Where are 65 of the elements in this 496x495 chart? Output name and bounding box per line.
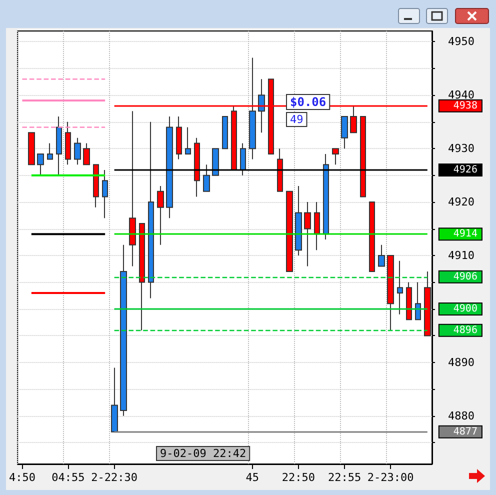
candlestick bbox=[406, 282, 412, 320]
candlestick bbox=[295, 186, 302, 256]
candlestick bbox=[341, 116, 348, 150]
annotation: 49 bbox=[290, 113, 304, 126]
candlestick bbox=[139, 222, 145, 331]
y-tick-label: 4880 bbox=[448, 409, 474, 422]
candlestick bbox=[397, 260, 403, 315]
candlestick bbox=[203, 164, 210, 192]
ref-line-label: 4877 bbox=[453, 426, 478, 438]
candlestick bbox=[332, 148, 339, 166]
candlestick bbox=[47, 142, 53, 160]
candlestick bbox=[212, 148, 219, 176]
candlestick bbox=[194, 137, 200, 198]
y-tick-label: 4950 bbox=[448, 35, 474, 48]
y-tick-label: 4920 bbox=[448, 196, 474, 209]
candlestick bbox=[129, 110, 136, 267]
candlestick bbox=[102, 169, 108, 219]
ref-line-label: 4896 bbox=[453, 324, 478, 336]
x-tick-label: 2-22:30 bbox=[91, 471, 138, 484]
y-tick-label: 4910 bbox=[448, 249, 474, 262]
candlestick bbox=[424, 271, 431, 336]
ref-line-label: 4900 bbox=[453, 303, 478, 314]
y-tick-label: 4930 bbox=[448, 142, 474, 156]
ref-line-label: 4914 bbox=[453, 228, 478, 240]
candlestick bbox=[286, 190, 293, 272]
x-tick-label: 4:50 bbox=[8, 471, 36, 484]
candlestick bbox=[157, 186, 164, 246]
candlestick bbox=[176, 116, 182, 160]
y-tick-label: 4890 bbox=[448, 356, 474, 369]
ref-line-label: 4938 bbox=[453, 100, 478, 112]
y-tick-label: 4940 bbox=[448, 88, 474, 102]
candlestick bbox=[314, 202, 320, 251]
x-tick-label: 45 bbox=[246, 471, 260, 484]
candlestick bbox=[37, 153, 44, 176]
annotation: 9-02-09 22:42 bbox=[160, 447, 246, 460]
x-tick-label: 22:55 bbox=[328, 471, 362, 484]
candlestick bbox=[240, 142, 246, 176]
candlestick bbox=[65, 121, 71, 166]
candlestick bbox=[28, 132, 35, 166]
candlestick bbox=[323, 153, 329, 240]
candlestick bbox=[258, 78, 265, 134]
candlestick bbox=[166, 116, 173, 219]
x-tick-label: 2-23:00 bbox=[367, 471, 414, 484]
candlestick bbox=[148, 121, 154, 299]
ref-line-label: 4906 bbox=[453, 271, 478, 282]
candlestick bbox=[83, 142, 90, 166]
ref-line-label: 4926 bbox=[453, 164, 478, 176]
candlestick bbox=[387, 255, 394, 331]
candlestick bbox=[360, 116, 366, 198]
candlestick bbox=[249, 57, 256, 160]
candlestick bbox=[120, 244, 127, 416]
candlestick bbox=[111, 367, 118, 432]
candlestick bbox=[277, 148, 283, 192]
candlestick bbox=[378, 244, 385, 267]
candlestick bbox=[93, 164, 99, 208]
candlestick bbox=[185, 126, 191, 154]
x-tick-label: 22:50 bbox=[282, 471, 316, 484]
candlestick bbox=[369, 202, 375, 272]
candlestick bbox=[56, 116, 62, 176]
candlestick bbox=[222, 116, 228, 150]
candlestick bbox=[415, 282, 421, 320]
x-tick-label: 04:55 bbox=[52, 471, 85, 484]
candlestick bbox=[74, 137, 81, 166]
candlestick bbox=[304, 202, 311, 267]
annotation: $0.06 bbox=[290, 95, 326, 109]
